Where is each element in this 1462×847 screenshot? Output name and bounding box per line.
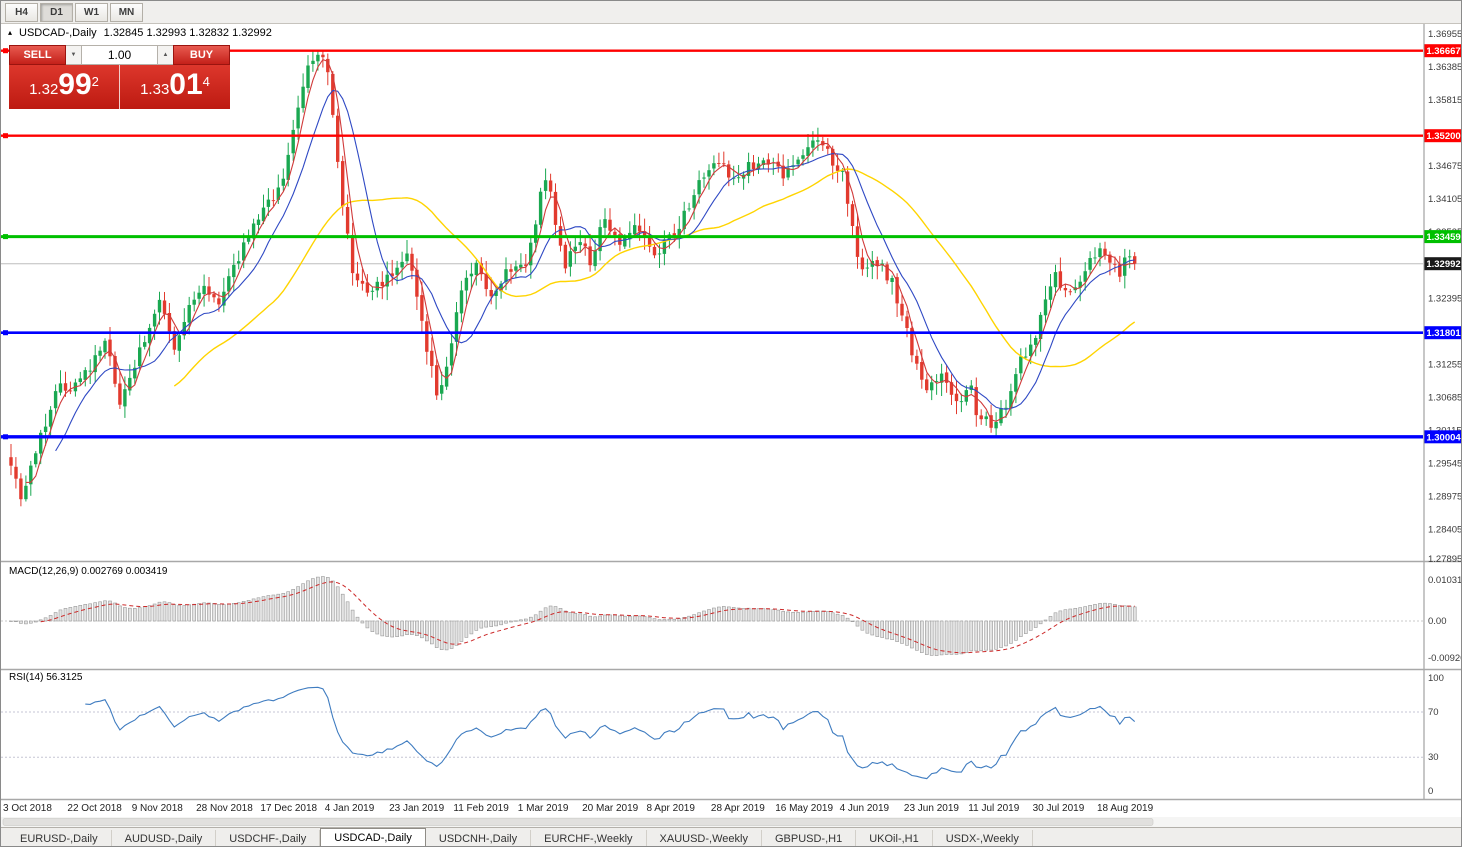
svg-text:70: 70 <box>1428 707 1439 718</box>
volume-decrease-button[interactable]: ▼ <box>66 45 81 65</box>
bid-price-pipette: 2 <box>91 74 99 89</box>
ask-price-pipette: 4 <box>202 74 210 89</box>
rsi-panel: 100 70 30 0 <box>1 673 1444 797</box>
svg-text:100: 100 <box>1428 673 1444 684</box>
level-line-handle <box>3 133 8 139</box>
svg-text:4 Jan 2019: 4 Jan 2019 <box>325 803 375 814</box>
candles-layer <box>9 51 1137 507</box>
bid-price-display[interactable]: 1.32 99 2 <box>9 65 120 109</box>
chart-tab-gbpusd-h1[interactable]: GBPUSD-,H1 <box>762 830 857 846</box>
svg-text:1.30685: 1.30685 <box>1428 392 1462 403</box>
level-line-handle <box>3 330 8 336</box>
timeframe-button-mn[interactable]: MN <box>110 2 143 22</box>
svg-text:1.28975: 1.28975 <box>1428 491 1462 502</box>
rsi-indicator-label: RSI(14) 56.3125 <box>9 672 83 683</box>
trade-panel-collapse-icon[interactable]: ▴ <box>8 28 13 37</box>
chart-tabs-bar: EURUSD-,Daily AUDUSD-,Daily USDCHF-,Daily U… <box>1 827 1461 846</box>
svg-text:22 Oct 2018: 22 Oct 2018 <box>67 803 122 814</box>
timeframe-toolbar: H4 D1 W1 MN <box>1 1 1461 24</box>
chart-tab-usdcad-daily[interactable]: USDCAD-,Daily <box>320 828 426 846</box>
svg-text:20 Mar 2019: 20 Mar 2019 <box>582 803 639 814</box>
horizontal-level-lines[interactable] <box>1 48 1423 440</box>
bid-price-prefix: 1.32 <box>29 81 59 98</box>
svg-text:30: 30 <box>1428 752 1439 763</box>
svg-text:1.31255: 1.31255 <box>1428 359 1462 370</box>
svg-text:1.32992: 1.32992 <box>1426 259 1460 270</box>
level-line-handle <box>3 48 8 54</box>
svg-text:3 Oct 2018: 3 Oct 2018 <box>3 803 52 814</box>
level-line-handle <box>3 234 8 240</box>
svg-text:1.35200: 1.35200 <box>1426 131 1460 142</box>
macd-indicator-label: MACD(12,26,9) 0.002769 0.003419 <box>9 566 168 577</box>
svg-text:11 Feb 2019: 11 Feb 2019 <box>453 803 509 814</box>
svg-text:1.31801: 1.31801 <box>1426 328 1461 339</box>
svg-text:0: 0 <box>1428 786 1433 797</box>
svg-text:1 Mar 2019: 1 Mar 2019 <box>518 803 569 814</box>
svg-text:9 Nov 2018: 9 Nov 2018 <box>132 803 184 814</box>
one-click-trade-panel: SELL ▼ 1.00 ▲ BUY 1.32 99 2 1.33 01 4 <box>9 45 230 109</box>
svg-text:1.36955: 1.36955 <box>1428 29 1462 40</box>
svg-text:1.32395: 1.32395 <box>1428 293 1462 304</box>
svg-text:1.35815: 1.35815 <box>1428 95 1462 106</box>
svg-text:1.28405: 1.28405 <box>1428 525 1462 536</box>
chart-title: ▴ USDCAD-,Daily 1.32845 1.32993 1.32832 … <box>8 27 272 39</box>
svg-text:18 Aug 2019: 18 Aug 2019 <box>1097 803 1154 814</box>
svg-text:1.36385: 1.36385 <box>1428 62 1462 73</box>
buy-button[interactable]: BUY <box>173 45 230 65</box>
svg-text:28 Apr 2019: 28 Apr 2019 <box>711 803 765 814</box>
timeframe-button-h4[interactable]: H4 <box>5 2 38 22</box>
svg-text:30 Jul 2019: 30 Jul 2019 <box>1033 803 1085 814</box>
chart-tab-audusd-daily[interactable]: AUDUSD-,Daily <box>112 830 217 846</box>
timeframe-button-d1[interactable]: D1 <box>40 2 73 22</box>
svg-text:1.27895: 1.27895 <box>1428 554 1462 565</box>
ask-price-pips: 01 <box>169 68 203 101</box>
svg-text:0.00: 0.00 <box>1428 616 1447 627</box>
price-chart-canvas[interactable]: 1.369551.363851.358151.352451.346751.341… <box>1 1 1462 827</box>
svg-text:23 Jan 2019: 23 Jan 2019 <box>389 803 444 814</box>
chart-tab-eurchf-weekly[interactable]: EURCHF-,Weekly <box>531 830 647 846</box>
ask-price-prefix: 1.33 <box>140 81 170 98</box>
macd-panel: 0.010311 0.00 -0.009203 <box>1 575 1462 664</box>
volume-increase-button[interactable]: ▲ <box>158 45 173 65</box>
svg-text:17 Dec 2018: 17 Dec 2018 <box>260 803 317 814</box>
moving-average-lines <box>25 58 1136 483</box>
ask-price-display[interactable]: 1.33 01 4 <box>120 65 230 109</box>
svg-text:1.34105: 1.34105 <box>1428 194 1462 205</box>
svg-text:8 Apr 2019: 8 Apr 2019 <box>647 803 696 814</box>
chart-ohlc-values: 1.32845 1.32993 1.32832 1.32992 <box>103 27 272 39</box>
svg-text:28 Nov 2018: 28 Nov 2018 <box>196 803 253 814</box>
svg-text:1.33459: 1.33459 <box>1426 232 1460 243</box>
chart-tab-usdx-weekly[interactable]: USDX-,Weekly <box>933 830 1033 846</box>
chart-tab-usdcnh-daily[interactable]: USDCNH-,Daily <box>426 830 532 846</box>
level-line-handle <box>3 434 8 440</box>
price-axis-badges: 1.36667 1.35200 1.33459 1.31801 1.30004 1.329… <box>1424 44 1461 444</box>
volume-input[interactable]: 1.00 <box>81 45 158 65</box>
timeframe-button-w1[interactable]: W1 <box>75 2 108 22</box>
date-axis-labels: 3 Oct 2018 22 Oct 2018 9 Nov 2018 28 Nov 20… <box>3 803 1154 814</box>
bid-price-pips: 99 <box>58 68 92 101</box>
svg-text:16 May 2019: 16 May 2019 <box>775 803 833 814</box>
sell-button[interactable]: SELL <box>9 45 66 65</box>
svg-text:1.29545: 1.29545 <box>1428 458 1462 469</box>
svg-text:1.36667: 1.36667 <box>1426 46 1460 57</box>
svg-text:1.30004: 1.30004 <box>1426 432 1461 443</box>
svg-text:4 Jun 2019: 4 Jun 2019 <box>840 803 890 814</box>
chart-tab-xauusd-weekly[interactable]: XAUUSD-,Weekly <box>647 830 762 846</box>
svg-text:23 Jun 2019: 23 Jun 2019 <box>904 803 959 814</box>
svg-text:11 Jul 2019: 11 Jul 2019 <box>968 803 1019 814</box>
chart-symbol-label: USDCAD-,Daily <box>19 27 97 39</box>
svg-text:0.010311: 0.010311 <box>1428 575 1462 586</box>
svg-text:1.34675: 1.34675 <box>1428 161 1462 172</box>
horizontal-scrollbar-thumb[interactable] <box>2 818 1154 826</box>
chart-tab-ukoil-h1[interactable]: UKOil-,H1 <box>856 830 933 846</box>
chart-tab-usdchf-daily[interactable]: USDCHF-,Daily <box>216 830 321 846</box>
svg-text:-0.009203: -0.009203 <box>1428 653 1462 664</box>
chart-tab-eurusd-daily[interactable]: EURUSD-,Daily <box>7 830 112 846</box>
